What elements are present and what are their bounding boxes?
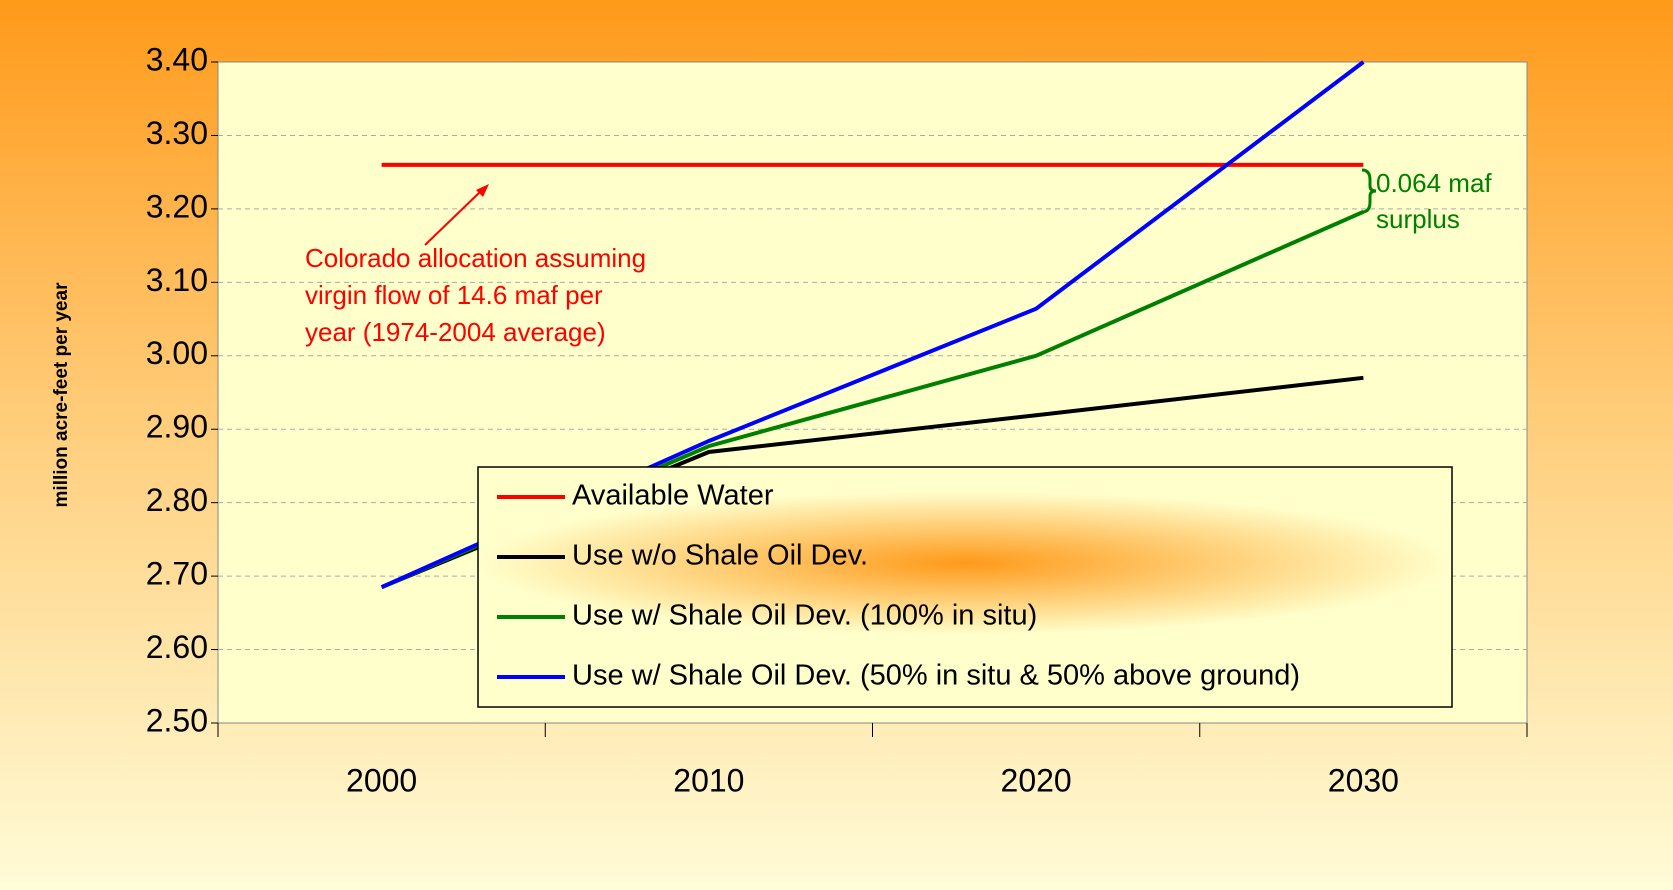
- y-tick-label: 2.70: [146, 556, 208, 592]
- y-tick-label: 2.80: [146, 482, 208, 518]
- y-axis-label: million acre-feet per year: [51, 282, 72, 508]
- annotation-text: year (1974-2004 average): [305, 317, 606, 347]
- y-tick-label: 3.00: [146, 335, 208, 371]
- annotation-arrowhead: [476, 184, 489, 197]
- x-tick-label: 2020: [1001, 762, 1072, 798]
- x-tick-label: 2030: [1328, 762, 1399, 798]
- annotation-text: surplus: [1376, 204, 1460, 234]
- legend-label: Use w/o Shale Oil Dev.: [572, 540, 868, 572]
- y-tick-label: 3.10: [146, 262, 208, 298]
- annotation-text: Colorado allocation assuming: [305, 243, 646, 273]
- annotation-text: virgin flow of 14.6 maf per: [305, 280, 603, 310]
- y-tick-label: 3.40: [146, 41, 208, 77]
- surplus-brace: [1361, 168, 1377, 214]
- legend-label: Use w/ Shale Oil Dev. (100% in situ): [572, 600, 1037, 632]
- y-tick-label: 3.20: [146, 188, 208, 224]
- annotation-arrow: [424, 190, 482, 246]
- annotation-text: 0.064 maf: [1376, 168, 1492, 198]
- legend-label: Available Water: [572, 480, 774, 512]
- x-tick-label: 2000: [346, 762, 417, 798]
- y-tick-label: 2.60: [146, 629, 208, 665]
- x-tick-label: 2010: [673, 762, 744, 798]
- y-tick-label: 2.90: [146, 409, 208, 445]
- legend-label: Use w/ Shale Oil Dev. (50% in situ & 50%…: [572, 660, 1300, 692]
- y-tick-label: 3.30: [146, 115, 208, 151]
- legend: [477, 466, 1453, 708]
- y-tick-label: 2.50: [146, 702, 208, 738]
